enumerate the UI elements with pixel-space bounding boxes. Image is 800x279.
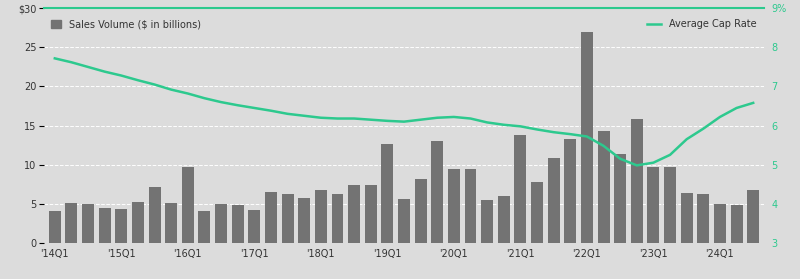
Bar <box>98 208 110 243</box>
Bar <box>614 155 626 243</box>
Bar <box>481 200 493 243</box>
Bar <box>365 185 377 243</box>
Bar <box>514 135 526 243</box>
Bar <box>414 179 426 243</box>
Bar <box>282 194 294 243</box>
Legend: Average Cap Rate: Average Cap Rate <box>642 15 760 33</box>
Bar <box>714 204 726 243</box>
Bar <box>681 193 693 243</box>
Bar <box>431 141 443 243</box>
Bar <box>382 144 394 243</box>
Bar <box>465 169 477 243</box>
Bar <box>66 203 78 243</box>
Bar <box>298 198 310 243</box>
Bar <box>564 139 576 243</box>
Bar <box>315 190 327 243</box>
Bar <box>132 202 144 243</box>
Bar <box>166 203 177 243</box>
Bar <box>115 209 127 243</box>
Bar <box>348 185 360 243</box>
Bar <box>49 211 61 243</box>
Bar <box>398 199 410 243</box>
Legend: Sales Volume ($ in billions): Sales Volume ($ in billions) <box>48 15 205 33</box>
Bar <box>215 204 227 243</box>
Bar <box>149 187 161 243</box>
Bar <box>448 169 460 243</box>
Bar <box>598 131 610 243</box>
Bar <box>631 119 642 243</box>
Bar <box>232 205 244 243</box>
Bar <box>498 196 510 243</box>
Bar <box>265 192 277 243</box>
Bar <box>730 205 742 243</box>
Bar <box>647 167 659 243</box>
Bar <box>82 204 94 243</box>
Bar <box>581 32 593 243</box>
Bar <box>531 182 543 243</box>
Bar <box>698 194 710 243</box>
Bar <box>548 158 560 243</box>
Bar <box>331 194 343 243</box>
Bar <box>248 210 260 243</box>
Bar <box>747 190 759 243</box>
Bar <box>198 211 210 243</box>
Bar <box>182 167 194 243</box>
Bar <box>664 167 676 243</box>
